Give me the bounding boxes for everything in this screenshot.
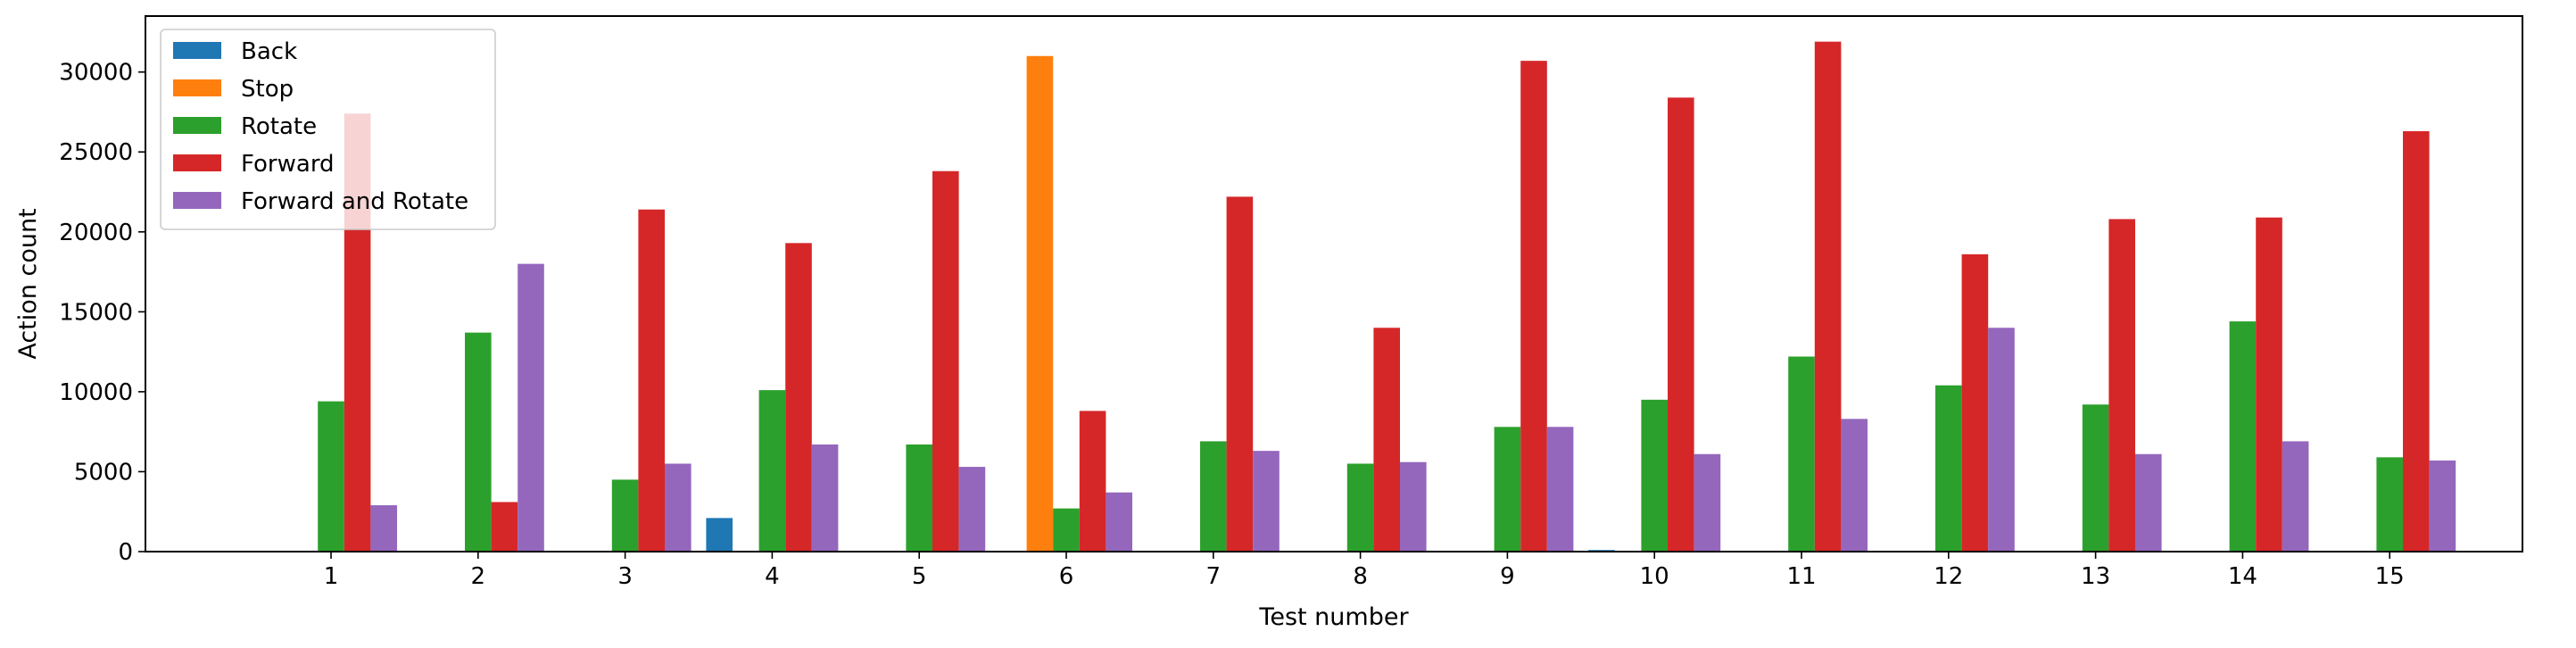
bar-forward-and-rotate-test-13 (2135, 453, 2162, 552)
bar-rotate-test-7 (1200, 441, 1227, 552)
bar-forward-test-5 (932, 170, 959, 552)
bar-stop-test-6 (1026, 55, 1054, 552)
bar-forward-and-rotate-test-2 (518, 263, 544, 552)
x-tick-label: 8 (1353, 563, 1368, 590)
plot-area-frame (145, 15, 2523, 552)
legend-swatch-stop (173, 79, 221, 96)
bar-rotate-test-5 (906, 444, 932, 552)
bar-forward-and-rotate-test-8 (1400, 461, 1427, 552)
legend-swatch-back (173, 42, 221, 59)
bar-forward-and-rotate-test-10 (1694, 453, 1721, 552)
x-tick-label: 3 (617, 563, 633, 590)
bar-forward-test-3 (638, 209, 665, 552)
bar-rotate-test-14 (2229, 321, 2257, 552)
legend-label-forward-and-rotate: Forward and Rotate (241, 188, 468, 215)
bar-forward-test-15 (2403, 130, 2430, 552)
bar-forward-test-7 (1226, 196, 1254, 552)
bar-forward-test-12 (1961, 253, 1989, 552)
bar-rotate-test-11 (1788, 356, 1815, 552)
bar-forward-and-rotate-test-15 (2429, 460, 2456, 552)
bar-forward-test-9 (1520, 61, 1547, 552)
bar-rotate-test-8 (1346, 463, 1374, 552)
x-tick-label: 9 (1500, 563, 1515, 590)
bar-forward-test-4 (785, 243, 812, 552)
legend-label-back: Back (241, 38, 297, 65)
bar-rotate-test-12 (1935, 385, 1962, 552)
x-tick-label: 15 (2375, 563, 2405, 590)
bar-forward-and-rotate-test-14 (2282, 441, 2309, 552)
bar-rotate-test-3 (611, 479, 639, 552)
bar-forward-test-6 (1079, 411, 1106, 552)
x-tick-label: 6 (1059, 563, 1074, 590)
bar-rotate-test-9 (1494, 427, 1521, 552)
legend-label-rotate: Rotate (241, 113, 317, 140)
x-tick-label: 11 (1786, 563, 1816, 590)
bar-rotate-test-6 (1053, 508, 1080, 552)
x-tick-label: 10 (1640, 563, 1669, 590)
x-tick-label: 4 (765, 563, 780, 590)
bar-forward-and-rotate-test-12 (1988, 328, 2015, 552)
y-tick-label: 20000 (59, 220, 133, 246)
y-tick-label: 0 (118, 539, 133, 566)
bar-forward-and-rotate-test-7 (1253, 451, 1280, 552)
bars-layer (318, 41, 2456, 552)
y-axis-label: Action count (14, 208, 42, 359)
y-tick-label: 15000 (59, 299, 133, 326)
legend-swatch-forward-and-rotate (173, 192, 221, 209)
bar-forward-and-rotate-test-3 (665, 463, 692, 552)
x-tick-label: 12 (1934, 563, 1963, 590)
bar-forward-test-11 (1814, 41, 1842, 552)
x-axis-ticks: 1 2 3 4 5 6 7 8 9 10 11 12 13 14 15 (324, 552, 2405, 590)
y-tick-label: 5000 (74, 459, 133, 486)
bar-rotate-test-1 (318, 401, 344, 552)
y-axis-ticks: 0 5000 10000 15000 20000 25000 30000 (59, 60, 145, 566)
bar-forward-and-rotate-test-1 (370, 505, 397, 552)
bar-rotate-test-15 (2376, 457, 2403, 552)
bar-forward-test-8 (1373, 328, 1400, 552)
legend-label-forward: Forward (241, 151, 335, 178)
bar-rotate-test-10 (1641, 399, 1668, 552)
x-tick-label: 13 (2081, 563, 2110, 590)
y-tick-label: 25000 (59, 139, 133, 166)
y-tick-label: 10000 (59, 379, 133, 406)
legend-label-stop: Stop (241, 76, 294, 103)
bar-forward-test-10 (1668, 97, 1694, 552)
x-axis-label: Test number (1258, 603, 1409, 631)
bar-forward-and-rotate-test-9 (1546, 427, 1574, 552)
x-tick-label: 14 (2228, 563, 2257, 590)
bar-forward-and-rotate-test-5 (958, 467, 986, 552)
bar-forward-and-rotate-test-4 (811, 444, 839, 552)
x-tick-label: 1 (324, 563, 339, 590)
legend: Back Stop Rotate Forward Forward and Rotate (160, 29, 496, 230)
bar-forward-and-rotate-test-11 (1841, 419, 1868, 552)
legend-swatch-rotate (173, 117, 221, 134)
legend-box (160, 29, 496, 230)
bar-rotate-test-13 (2082, 404, 2109, 552)
bar-rotate-test-4 (758, 390, 786, 552)
x-tick-label: 7 (1206, 563, 1222, 590)
bar-rotate-test-2 (465, 332, 492, 552)
bar-forward-test-13 (2108, 219, 2135, 552)
y-tick-label: 30000 (59, 60, 133, 87)
bar-forward-test-14 (2256, 217, 2282, 552)
x-tick-label: 5 (912, 563, 927, 590)
x-tick-label: 2 (471, 563, 486, 590)
bar-forward-test-2 (491, 502, 518, 552)
bar-back-test-4 (706, 518, 733, 552)
bar-forward-and-rotate-test-6 (1106, 492, 1132, 552)
legend-swatch-forward (173, 154, 221, 171)
